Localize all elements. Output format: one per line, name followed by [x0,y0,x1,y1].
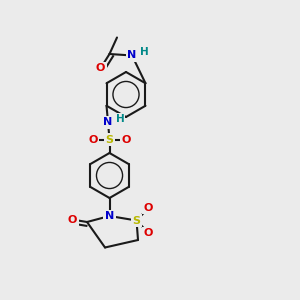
Text: O: O [121,135,131,145]
Text: O: O [144,228,153,238]
Text: H: H [140,47,149,57]
Text: O: O [96,63,105,74]
Text: O: O [88,135,98,145]
Text: S: S [133,215,140,226]
Text: H: H [116,114,124,124]
Text: O: O [144,203,153,213]
Text: N: N [103,117,112,127]
Text: S: S [106,135,113,145]
Text: O: O [68,214,77,225]
Text: N: N [105,211,114,221]
Text: N: N [128,50,136,61]
